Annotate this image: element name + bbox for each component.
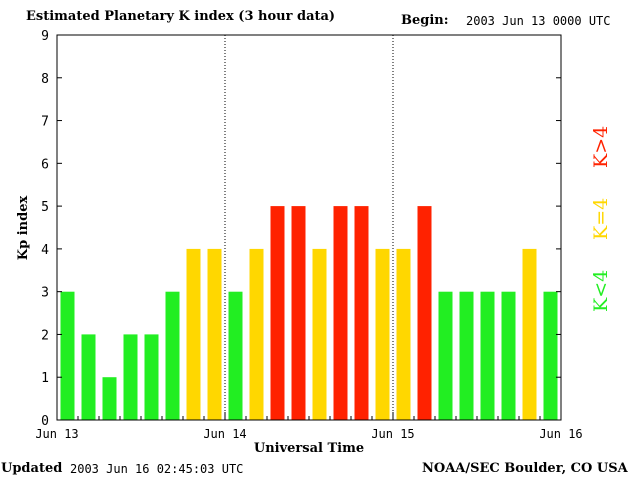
y-tick-label: 5 bbox=[41, 200, 49, 215]
kp-bar bbox=[312, 248, 327, 420]
x-axis-label: Universal Time bbox=[254, 441, 364, 456]
y-tick-label: 3 bbox=[41, 286, 49, 301]
kp-bar bbox=[144, 334, 159, 420]
updated-value: 2003 Jun 16 02:45:03 UTC bbox=[70, 462, 244, 476]
grid-group bbox=[224, 35, 394, 420]
y-tick-label: 1 bbox=[41, 371, 49, 386]
x-ticks-group: Jun 13 Jun 14 Jun 15 Jun 16 bbox=[35, 412, 583, 441]
kp-bar bbox=[522, 248, 537, 420]
kp-bar bbox=[270, 206, 285, 420]
credit-text: NOAA/SEC Boulder, CO USA bbox=[422, 461, 628, 476]
kp-bar bbox=[186, 248, 201, 420]
kp-bar bbox=[102, 377, 117, 420]
kp-bar bbox=[60, 291, 75, 420]
y-tick-label: 2 bbox=[41, 328, 49, 343]
begin-value: 2003 Jun 13 0000 UTC bbox=[466, 14, 611, 28]
bars-group bbox=[60, 206, 558, 420]
y-axis-label: Kp index bbox=[16, 196, 31, 261]
kp-bar bbox=[228, 291, 243, 420]
y-tick-label: 6 bbox=[41, 157, 49, 172]
kp-bar bbox=[543, 291, 558, 420]
kp-bar bbox=[417, 206, 432, 420]
kp-bar bbox=[375, 248, 390, 420]
chart-title: Estimated Planetary K index (3 hour data… bbox=[26, 9, 336, 24]
kp-bar bbox=[81, 334, 96, 420]
kp-bar bbox=[291, 206, 306, 420]
y-tick-label: 7 bbox=[41, 115, 49, 130]
x-tick-label: Jun 16 bbox=[539, 427, 582, 441]
x-tick-label: Jun 13 bbox=[35, 427, 78, 441]
kp-bar bbox=[333, 206, 348, 420]
updated-label: Updated bbox=[1, 461, 63, 476]
begin-label: Begin: bbox=[401, 13, 449, 28]
x-tick-label: Jun 15 bbox=[371, 427, 414, 441]
x-tick-label: Jun 14 bbox=[203, 427, 246, 441]
kp-bar bbox=[165, 291, 180, 420]
kp-bar bbox=[501, 291, 516, 420]
kp-bar bbox=[123, 334, 138, 420]
kp-bar bbox=[396, 248, 411, 420]
y-tick-label: 9 bbox=[41, 29, 49, 44]
y-tick-label: 4 bbox=[41, 243, 49, 258]
kp-bar bbox=[207, 248, 222, 420]
legend-high: K>4 bbox=[590, 125, 612, 168]
legend-low: K<4 bbox=[590, 269, 612, 312]
y-tick-label: 0 bbox=[41, 414, 49, 429]
y-tick-label: 8 bbox=[41, 72, 49, 87]
kp-bar bbox=[249, 248, 264, 420]
kp-bar bbox=[480, 291, 495, 420]
kp-bar bbox=[438, 291, 453, 420]
kp-bar bbox=[459, 291, 474, 420]
legend-equal: K=4 bbox=[590, 197, 612, 240]
kp-bar bbox=[354, 206, 369, 420]
y-ticks-group: 0 1 2 3 4 5 6 7 8 9 bbox=[41, 29, 561, 429]
